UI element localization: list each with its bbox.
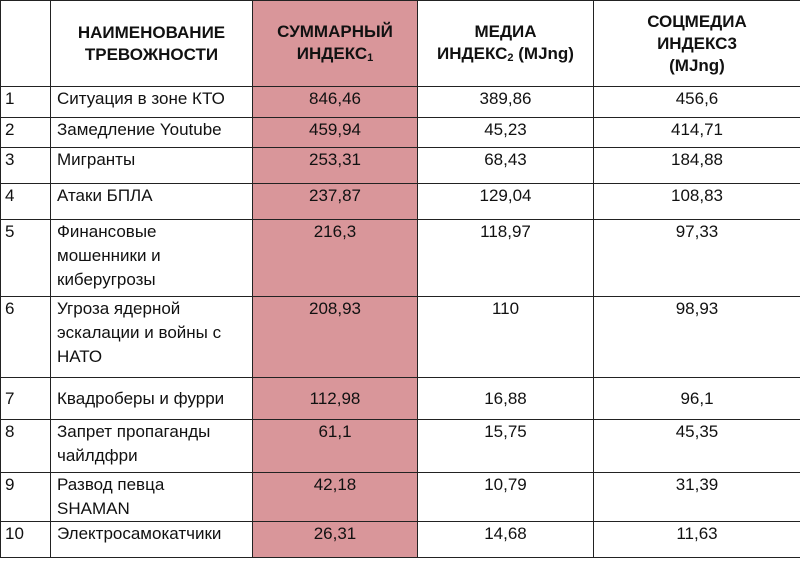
row-media: 14,68 [417, 521, 594, 558]
row-social: 414,71 [593, 117, 800, 148]
header-media-label: МЕДИА ИНДЕКС [437, 21, 537, 63]
row-num: 10 [0, 521, 51, 558]
header-social-unit: (MJng) [669, 55, 725, 75]
header-num [0, 0, 51, 87]
row-media: 110 [417, 296, 594, 378]
row-total: 237,87 [252, 183, 418, 220]
row-social: 456,6 [593, 86, 800, 118]
row-total: 26,31 [252, 521, 418, 558]
table-row: 2 Замедление Youtube 459,94 45,23 414,71 [0, 117, 800, 148]
row-social: 11,63 [593, 521, 800, 558]
row-name: Финансовые мошенники и киберугрозы [50, 219, 253, 297]
row-social: 97,33 [593, 219, 800, 297]
row-media: 118,97 [417, 219, 594, 297]
row-social: 45,35 [593, 419, 800, 473]
row-total: 216,3 [252, 219, 418, 297]
row-name: Мигранты [50, 147, 253, 184]
header-media-index: МЕДИА ИНДЕКС2 (MJng) [417, 0, 594, 87]
row-num: 5 [0, 219, 51, 297]
row-name: Электросамокатчики [50, 521, 253, 558]
row-name: Развод певца SHAMAN [50, 472, 253, 522]
row-total: 42,18 [252, 472, 418, 522]
row-total: 208,93 [252, 296, 418, 378]
header-media-unit: (MJng) [513, 43, 574, 63]
row-name: Замедление Youtube [50, 117, 253, 148]
header-media-footnote: 2 [507, 51, 514, 64]
table-row: 6 Угроза ядерной эскалации и войны с НАТ… [0, 296, 800, 378]
row-name: Атаки БПЛА [50, 183, 253, 220]
row-media: 389,86 [417, 86, 594, 118]
header-total-label: СУММАРНЫЙ ИНДЕКС [277, 21, 393, 63]
row-num: 4 [0, 183, 51, 220]
row-media: 10,79 [417, 472, 594, 522]
table-row: 10 Электросамокатчики 26,31 14,68 11,63 [0, 521, 800, 558]
row-social: 108,83 [593, 183, 800, 220]
table-row: 7 Квадроберы и фурри 112,98 16,88 96,1 [0, 377, 800, 420]
row-name: Запрет пропаганды чайлдфри [50, 419, 253, 473]
row-social: 184,88 [593, 147, 800, 184]
row-num: 3 [0, 147, 51, 184]
row-name: Квадроберы и фурри [50, 377, 253, 420]
row-social: 96,1 [593, 377, 800, 420]
header-social-label: СОЦМЕДИА ИНДЕКС3 [647, 11, 747, 53]
table-row: 1 Ситуация в зоне КТО 846,46 389,86 456,… [0, 86, 800, 118]
table-row: 5 Финансовые мошенники и киберугрозы 216… [0, 219, 800, 297]
row-num: 6 [0, 296, 51, 378]
row-total: 459,94 [252, 117, 418, 148]
row-social: 98,93 [593, 296, 800, 378]
row-total: 112,98 [252, 377, 418, 420]
header-name: НАИМЕНОВАНИЕ ТРЕВОЖНОСТИ [50, 0, 253, 87]
table-row: 8 Запрет пропаганды чайлдфри 61,1 15,75 … [0, 419, 800, 473]
header-total-index: СУММАРНЫЙ ИНДЕКС1 [252, 0, 418, 87]
header-total-footnote: 1 [367, 51, 374, 64]
row-total: 846,46 [252, 86, 418, 118]
row-name: Угроза ядерной эскалации и войны с НАТО [50, 296, 253, 378]
table-row: 4 Атаки БПЛА 237,87 129,04 108,83 [0, 183, 800, 220]
row-num: 7 [0, 377, 51, 420]
row-social: 31,39 [593, 472, 800, 522]
table-row: 9 Развод певца SHAMAN 42,18 10,79 31,39 [0, 472, 800, 522]
row-media: 15,75 [417, 419, 594, 473]
row-name: Ситуация в зоне КТО [50, 86, 253, 118]
row-num: 8 [0, 419, 51, 473]
row-media: 68,43 [417, 147, 594, 184]
row-num: 2 [0, 117, 51, 148]
header-row: НАИМЕНОВАНИЕ ТРЕВОЖНОСТИ СУММАРНЫЙ ИНДЕК… [0, 0, 800, 87]
row-media: 45,23 [417, 117, 594, 148]
row-num: 1 [0, 86, 51, 118]
row-total: 253,31 [252, 147, 418, 184]
row-num: 9 [0, 472, 51, 522]
row-media: 129,04 [417, 183, 594, 220]
header-social-index: СОЦМЕДИА ИНДЕКС3 (MJng) [593, 0, 800, 87]
table-row: 3 Мигранты 253,31 68,43 184,88 [0, 147, 800, 184]
row-media: 16,88 [417, 377, 594, 420]
row-total: 61,1 [252, 419, 418, 473]
